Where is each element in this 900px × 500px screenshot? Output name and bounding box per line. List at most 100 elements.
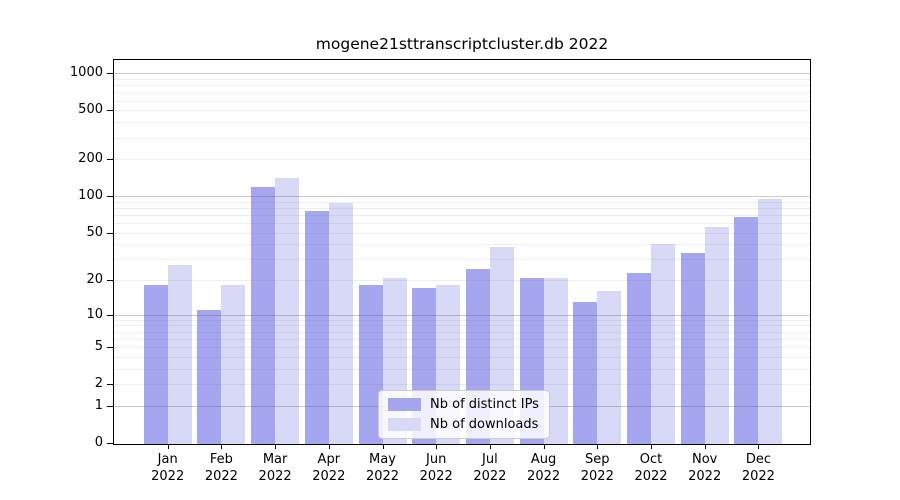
x-tick-year-feb: 2022 [204,468,238,484]
x-tick-label-feb: Feb 2022 [189,452,253,485]
gridline-minor-700 [114,92,810,94]
bar-downloads-jan [167,264,192,444]
gridline-minor-6 [114,338,810,340]
y-tick-1 [107,405,113,407]
gridline-major-100 [114,196,810,198]
bar-ips-mar [251,186,276,444]
x-tick-nov [704,445,706,449]
y-tick-label-5: 5 [94,339,103,355]
x-tick-dec [758,445,760,449]
bar-downloads-sep [597,291,622,444]
gridline-minor-7 [114,331,810,333]
x-tick-label-apr: Apr 2022 [297,452,361,485]
y-tick-label-1000: 1000 [69,65,103,81]
y-tick-100 [107,196,113,198]
x-tick-feb [221,445,223,449]
y-tick-label-10: 10 [86,306,103,322]
x-tick-label-sep: Sep 2022 [565,452,629,485]
x-tick-jun [436,445,438,449]
gridline-minor-300 [114,137,810,139]
bar-ips-apr [304,210,329,444]
gridline-minor-20 [114,280,810,282]
legend-item-downloads: Nb of downloads [388,417,539,432]
gridline-minor-8 [114,325,810,327]
x-tick-year-jul: 2022 [473,468,507,484]
x-tick-year-jun: 2022 [419,468,453,484]
legend-item-distinct-ips: Nb of distinct IPs [388,397,539,412]
gridline-major-10 [114,314,810,316]
legend-swatch-distinct-ips [388,398,421,411]
x-tick-year-dec: 2022 [741,468,775,484]
x-tick-year-mar: 2022 [258,468,292,484]
bar-ips-dec [734,217,759,444]
x-tick-sep [597,445,599,449]
bar-downloads-feb [221,285,246,444]
x-tick-label-nov: Nov 2022 [673,452,737,485]
y-tick-label-1: 1 [94,397,103,413]
y-tick-200 [107,159,113,161]
y-tick-label-2: 2 [94,376,103,392]
plot-area [113,59,811,445]
gridline-minor-200 [114,159,810,161]
gridline-minor-500 [114,110,810,112]
x-tick-label-oct: Oct 2022 [619,452,683,485]
x-tick-jul [489,445,491,449]
gridline-minor-90 [114,201,810,203]
gridline-minor-30 [114,259,810,261]
gridline-minor-60 [114,223,810,225]
bar-ips-feb [197,310,222,444]
x-tick-year-sep: 2022 [580,468,614,484]
x-tick-year-jan: 2022 [151,468,185,484]
x-tick-label-jul: Jul 2022 [458,452,522,485]
gridline-minor-2 [114,384,810,386]
bar-downloads-mar [275,178,300,444]
gridline-minor-9 [114,319,810,321]
y-tick-label-0: 0 [94,435,103,450]
x-tick-label-jan: Jan 2022 [136,452,200,485]
x-tick-year-oct: 2022 [634,468,668,484]
legend-label-distinct-ips: Nb of distinct IPs [430,397,539,412]
gridline-minor-3 [114,368,810,370]
x-tick-year-may: 2022 [365,468,400,484]
y-tick-label-100: 100 [78,188,103,204]
gridline-minor-40 [114,244,810,246]
y-tick-20 [107,280,113,282]
gridline-minor-80 [114,207,810,209]
bar-downloads-nov [704,226,729,444]
gridline-minor-900 [114,78,810,80]
x-tick-may [382,445,384,449]
y-tick-5 [107,347,113,349]
y-tick-label-200: 200 [78,151,103,167]
x-tick-aug [543,445,545,449]
bar-ips-oct [627,272,651,444]
bar-downloads-apr [328,202,353,444]
legend-label-downloads: Nb of downloads [430,417,539,432]
y-tick-10 [107,314,113,316]
bar-ips-sep [573,301,598,444]
bar-downloads-dec [758,199,783,444]
bar-downloads-oct [651,244,675,444]
legend-swatch-downloads [388,418,421,431]
x-tick-label-dec: Dec 2022 [726,452,790,485]
chart-title: mogene21sttranscriptcluster.db 2022 [315,35,609,53]
y-tick-label-500: 500 [78,102,103,118]
gridline-minor-600 [114,100,810,102]
y-tick-2 [107,384,113,386]
bar-ips-jan [143,285,168,444]
x-tick-label-may: May 2022 [351,452,415,485]
y-tick-500 [107,110,113,112]
gridline-minor-800 [114,85,810,87]
x-tick-mar [275,445,277,449]
bar-ips-nov [680,252,705,444]
x-tick-apr [328,445,330,449]
x-tick-label-mar: Mar 2022 [243,452,307,485]
gridline-minor-5 [114,347,810,349]
y-tick-50 [107,232,113,234]
y-tick-1000 [107,73,113,75]
x-tick-year-apr: 2022 [312,468,346,484]
gridline-minor-70 [114,214,810,216]
gridline-major-1000 [114,73,810,75]
x-tick-jan [167,445,169,449]
gridline-minor-400 [114,122,810,124]
